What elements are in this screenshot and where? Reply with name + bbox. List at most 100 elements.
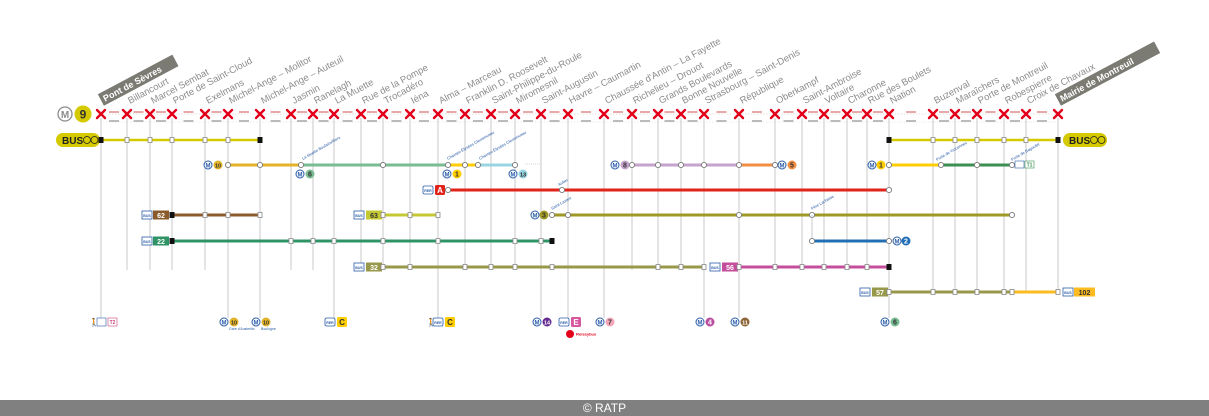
bus-stop[interactable] bbox=[147, 137, 153, 143]
bus-stop[interactable] bbox=[701, 264, 707, 270]
bus-stop[interactable] bbox=[1055, 289, 1061, 295]
red-x-icon[interactable] bbox=[949, 108, 961, 120]
red-x-icon[interactable] bbox=[377, 108, 389, 120]
red-x-icon[interactable] bbox=[222, 108, 234, 120]
bus-replacement-badge[interactable]: BUS bbox=[1063, 133, 1107, 147]
stop[interactable] bbox=[444, 186, 452, 194]
red-x-icon[interactable] bbox=[328, 108, 340, 120]
stop[interactable] bbox=[1008, 211, 1016, 219]
bus-stop[interactable] bbox=[655, 264, 661, 270]
bus-stop[interactable] bbox=[462, 264, 468, 270]
red-x-icon[interactable] bbox=[652, 108, 664, 120]
bus-stop[interactable] bbox=[257, 212, 263, 218]
bus-stop[interactable] bbox=[225, 137, 231, 143]
red-x-icon[interactable] bbox=[404, 108, 416, 120]
bus-stop[interactable] bbox=[952, 289, 958, 295]
red-x-icon[interactable] bbox=[459, 108, 471, 120]
red-x-icon[interactable] bbox=[698, 108, 710, 120]
bus-stop[interactable] bbox=[678, 264, 684, 270]
stop[interactable] bbox=[735, 211, 743, 219]
stop[interactable] bbox=[461, 161, 469, 169]
red-x-icon[interactable] bbox=[144, 108, 156, 120]
red-x-icon[interactable] bbox=[841, 108, 853, 120]
bus-stop[interactable] bbox=[331, 238, 337, 244]
stop[interactable] bbox=[700, 161, 708, 169]
red-x-icon[interactable] bbox=[927, 108, 939, 120]
stop[interactable] bbox=[548, 211, 556, 219]
red-x-icon[interactable] bbox=[562, 108, 574, 120]
bus-stop[interactable] bbox=[736, 264, 742, 270]
stop[interactable] bbox=[677, 161, 685, 169]
bus-stop[interactable] bbox=[549, 264, 555, 270]
red-x-icon[interactable] bbox=[769, 108, 781, 120]
red-x-icon[interactable] bbox=[998, 108, 1010, 120]
stop[interactable] bbox=[937, 161, 945, 169]
red-x-icon[interactable] bbox=[285, 108, 297, 120]
red-x-icon[interactable] bbox=[509, 108, 521, 120]
red-x-icon[interactable] bbox=[733, 108, 745, 120]
bus-stop[interactable] bbox=[974, 137, 980, 143]
stop[interactable] bbox=[973, 161, 981, 169]
red-x-icon[interactable] bbox=[626, 108, 638, 120]
stop[interactable] bbox=[735, 161, 743, 169]
stop[interactable] bbox=[511, 161, 519, 169]
red-x-icon[interactable] bbox=[1052, 108, 1064, 120]
stop[interactable] bbox=[256, 161, 264, 169]
red-x-icon[interactable] bbox=[199, 108, 211, 120]
red-x-icon[interactable] bbox=[861, 108, 873, 120]
stop[interactable] bbox=[379, 161, 387, 169]
red-x-icon[interactable] bbox=[598, 108, 610, 120]
bus-replacement-badge[interactable]: BUS bbox=[56, 133, 100, 147]
bus-stop[interactable] bbox=[380, 212, 386, 218]
bus-stop[interactable] bbox=[124, 137, 130, 143]
stop[interactable] bbox=[885, 237, 893, 245]
bus-stop[interactable] bbox=[1001, 137, 1007, 143]
bus-stop[interactable] bbox=[799, 264, 805, 270]
bus-stop[interactable] bbox=[407, 264, 413, 270]
bus-stop[interactable] bbox=[435, 212, 441, 218]
red-x-icon[interactable] bbox=[254, 108, 266, 120]
stop[interactable] bbox=[1008, 161, 1016, 169]
bus-stop[interactable] bbox=[952, 137, 958, 143]
red-x-icon[interactable] bbox=[675, 108, 687, 120]
bus-stop[interactable] bbox=[512, 264, 518, 270]
bus-stop[interactable] bbox=[1023, 137, 1029, 143]
red-x-icon[interactable] bbox=[485, 108, 497, 120]
bus-stop[interactable] bbox=[1001, 289, 1007, 295]
stop[interactable] bbox=[885, 186, 893, 194]
red-x-icon[interactable] bbox=[121, 108, 133, 120]
bus-stop[interactable] bbox=[380, 264, 386, 270]
red-x-icon[interactable] bbox=[535, 108, 547, 120]
bus-stop[interactable] bbox=[864, 264, 870, 270]
stop[interactable] bbox=[297, 161, 305, 169]
red-x-icon[interactable] bbox=[1020, 108, 1032, 120]
bus-stop[interactable] bbox=[1009, 289, 1015, 295]
stop[interactable] bbox=[654, 161, 662, 169]
red-x-icon[interactable] bbox=[432, 108, 444, 120]
red-x-icon[interactable] bbox=[307, 108, 319, 120]
bus-stop[interactable] bbox=[202, 137, 208, 143]
stop[interactable] bbox=[771, 161, 779, 169]
bus-stop[interactable] bbox=[512, 238, 518, 244]
bus-stop[interactable] bbox=[435, 238, 441, 244]
bus-stop[interactable] bbox=[930, 289, 936, 295]
bus-stop[interactable] bbox=[169, 137, 175, 143]
bus-stop[interactable] bbox=[202, 212, 208, 218]
stop[interactable] bbox=[808, 237, 816, 245]
red-x-icon[interactable] bbox=[971, 108, 983, 120]
red-x-icon[interactable] bbox=[355, 108, 367, 120]
bus-stop[interactable] bbox=[288, 238, 294, 244]
bus-stop[interactable] bbox=[844, 264, 850, 270]
stop[interactable] bbox=[558, 186, 566, 194]
bus-stop[interactable] bbox=[538, 238, 544, 244]
stop[interactable] bbox=[444, 161, 452, 169]
bus-stop[interactable] bbox=[930, 137, 936, 143]
red-x-icon[interactable] bbox=[95, 108, 107, 120]
stop[interactable] bbox=[474, 161, 482, 169]
bus-stop[interactable] bbox=[772, 264, 778, 270]
bus-stop[interactable] bbox=[310, 238, 316, 244]
bus-stop[interactable] bbox=[974, 289, 980, 295]
stop[interactable] bbox=[224, 161, 232, 169]
bus-stop[interactable] bbox=[407, 212, 413, 218]
red-x-icon[interactable] bbox=[796, 108, 808, 120]
